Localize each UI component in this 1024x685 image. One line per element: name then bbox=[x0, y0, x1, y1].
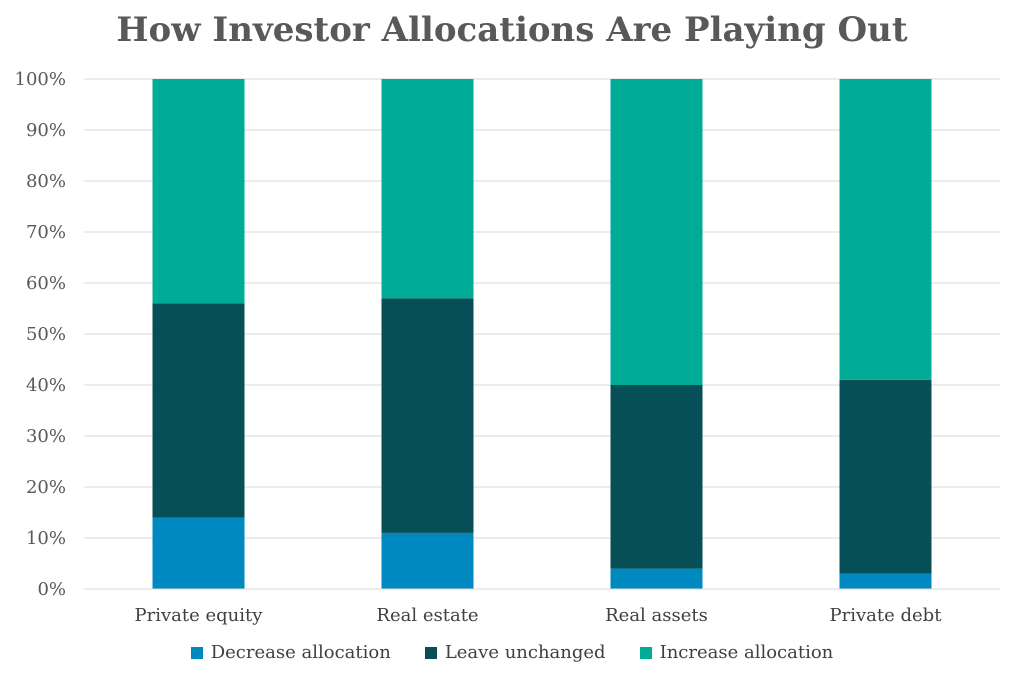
bar-segment bbox=[381, 298, 474, 533]
bar-segment bbox=[152, 517, 245, 589]
y-tick-label: 60% bbox=[26, 273, 66, 294]
legend-swatch bbox=[639, 646, 652, 659]
bar-segment bbox=[839, 79, 932, 380]
bar-segment bbox=[839, 379, 932, 574]
legend-label: Decrease allocation bbox=[210, 642, 391, 663]
bar-segment bbox=[610, 385, 703, 569]
legend-item: Decrease allocation bbox=[190, 642, 391, 663]
legend-swatch bbox=[190, 646, 203, 659]
y-tick-label: 100% bbox=[15, 69, 66, 90]
x-category-label: Real estate bbox=[376, 605, 478, 626]
legend-item: Leave unchanged bbox=[424, 642, 606, 663]
legend: Decrease allocation Leave unchanged Increa… bbox=[0, 642, 1024, 663]
bar-segment bbox=[610, 79, 703, 385]
y-axis-tick-labels: 0% 10% 20% 30% 40% 50% 60% 70% 80% 90% 100% bbox=[15, 69, 66, 600]
bar-segment bbox=[381, 532, 474, 589]
chart-title: How Investor Allocations Are Playing Out bbox=[116, 10, 908, 50]
legend-label: Leave unchanged bbox=[444, 642, 606, 663]
x-category-label: Private debt bbox=[830, 605, 943, 626]
bar-segment bbox=[381, 79, 474, 299]
y-tick-label: 40% bbox=[26, 375, 66, 396]
x-category-label: Real assets bbox=[605, 605, 708, 626]
bar-segment bbox=[152, 303, 245, 518]
y-tick-label: 10% bbox=[26, 528, 66, 549]
legend-swatch bbox=[424, 646, 437, 659]
y-tick-label: 70% bbox=[26, 222, 66, 243]
legend-label: Increase allocation bbox=[659, 642, 834, 663]
y-tick-label: 50% bbox=[26, 324, 66, 345]
bars bbox=[152, 79, 932, 589]
x-axis-category-labels: Private equity Real estate Real assets Priv… bbox=[135, 605, 943, 626]
y-tick-label: 20% bbox=[26, 477, 66, 498]
y-tick-label: 30% bbox=[26, 426, 66, 447]
y-tick-label: 80% bbox=[26, 171, 66, 192]
stacked-bar-chart: 0% 10% 20% 30% 40% 50% 60% 70% 80% 90% 100% Privat… bbox=[15, 69, 1000, 626]
bar-segment bbox=[152, 79, 245, 304]
legend-item: Increase allocation bbox=[639, 642, 834, 663]
y-tick-label: 0% bbox=[37, 579, 66, 600]
y-tick-label: 90% bbox=[26, 120, 66, 141]
bar-segment bbox=[610, 568, 703, 589]
x-category-label: Private equity bbox=[135, 605, 264, 626]
bar-segment bbox=[839, 573, 932, 589]
